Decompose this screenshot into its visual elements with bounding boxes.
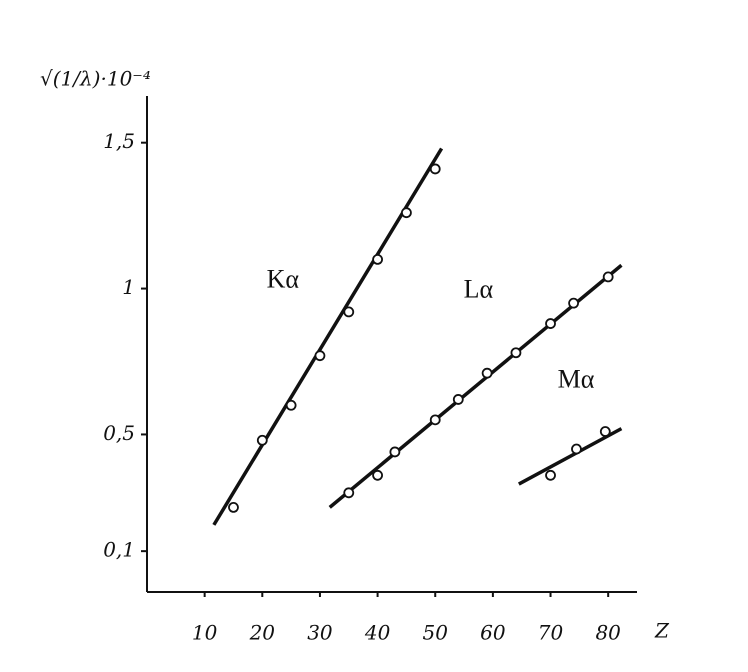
fit-line (517, 427, 623, 486)
series-label: Mα (558, 364, 595, 393)
data-point (452, 394, 464, 405)
data-point (545, 469, 556, 481)
data-point (602, 271, 614, 283)
data-point (429, 163, 441, 175)
data-point (256, 434, 268, 446)
data-point (568, 297, 579, 309)
x-tick-label: 70 (538, 621, 564, 645)
data-point (228, 501, 239, 513)
x-tick-label: 30 (307, 621, 333, 645)
data-point (510, 347, 522, 359)
x-axis-label: Z (654, 619, 670, 643)
data-point (401, 207, 412, 219)
y-tick-label: 1 (122, 275, 135, 299)
x-tick-label: 20 (249, 621, 276, 645)
data-point (599, 426, 611, 437)
y-tick-label: 0,5 (103, 421, 135, 445)
x-tick-label: 10 (192, 621, 218, 645)
y-axis-label: √(1/λ)·10⁻⁴ (40, 67, 151, 91)
data-point (545, 318, 556, 329)
x-tick-label: 80 (595, 621, 621, 645)
y-tick-label: 0,1 (103, 538, 135, 562)
data-point (389, 446, 401, 458)
data-point (372, 469, 383, 481)
data-point (481, 367, 493, 379)
data-point (343, 306, 355, 318)
series-label: Lα (464, 274, 494, 303)
x-tick-label: 40 (364, 621, 391, 645)
x-tick-label: 50 (423, 621, 449, 645)
data-point (372, 253, 383, 265)
data-point (314, 350, 326, 362)
series-label: Kα (267, 265, 300, 294)
data-point (285, 399, 297, 411)
data-point (571, 443, 582, 455)
x-tick-label: 60 (480, 621, 506, 645)
y-tick-label: 1,5 (103, 129, 135, 153)
data-point (429, 414, 441, 426)
data-point (343, 487, 355, 499)
